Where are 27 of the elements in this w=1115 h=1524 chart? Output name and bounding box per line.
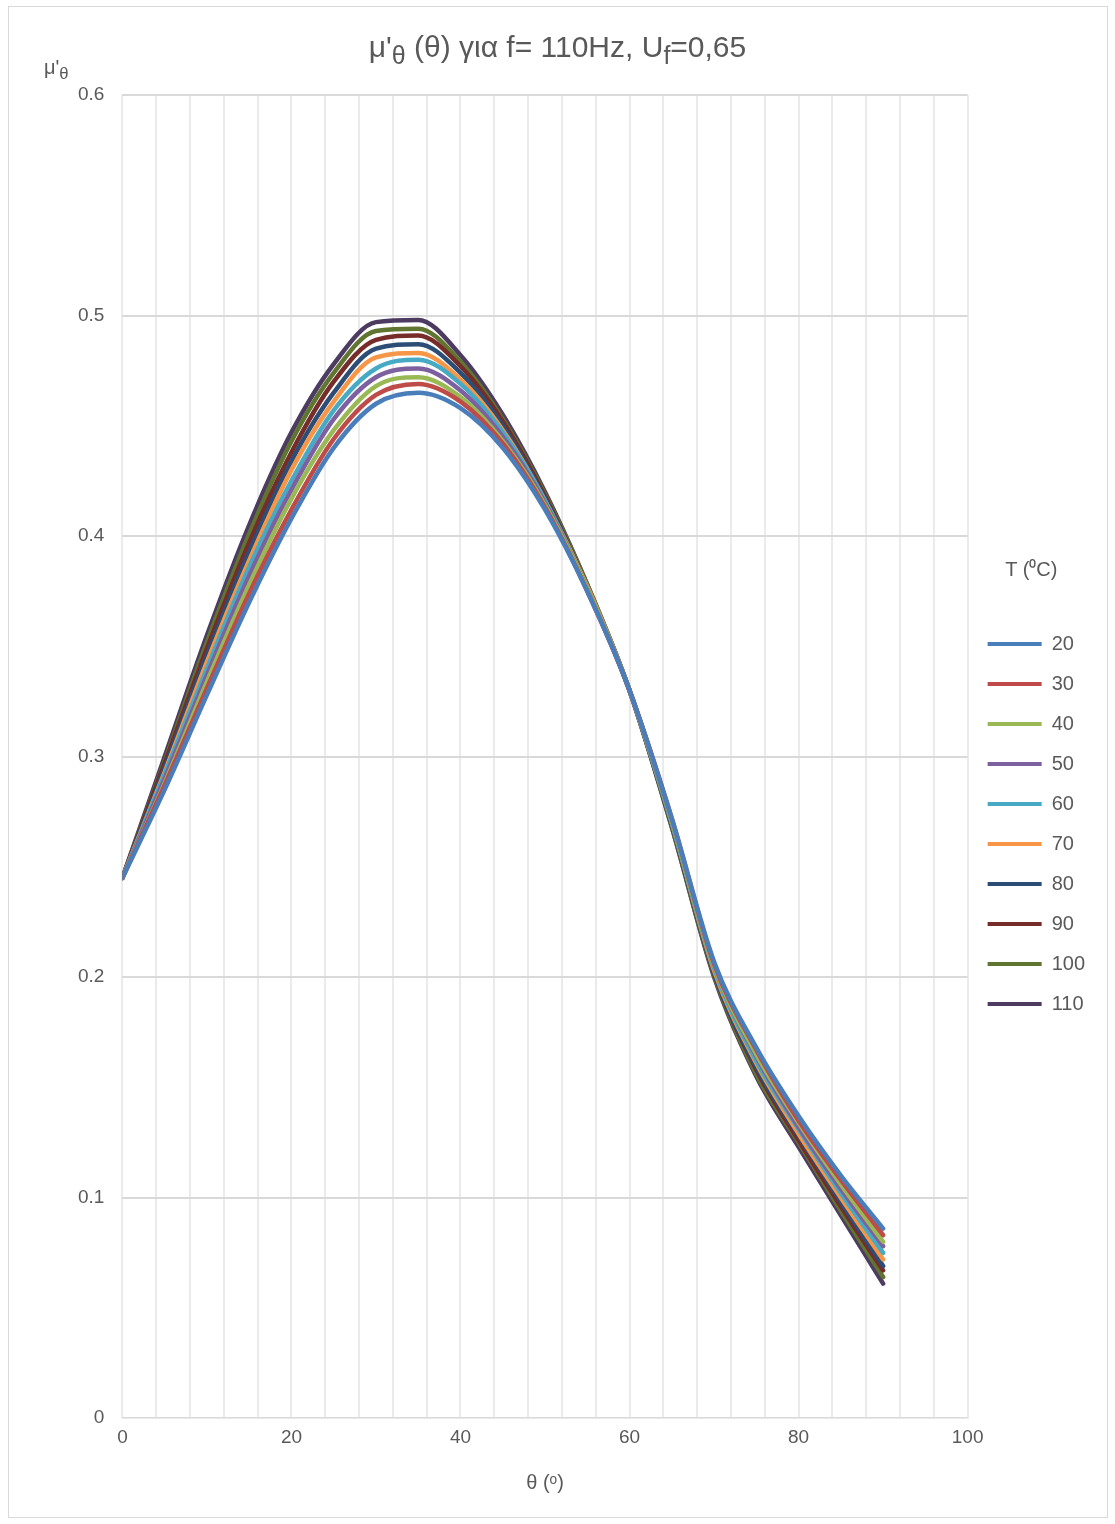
legend-label: 20: [1051, 631, 1074, 654]
legend-label: 110: [1051, 991, 1084, 1014]
y-tick-label: 0.2: [77, 965, 105, 987]
x-tick-label: 0: [117, 1425, 128, 1447]
legend-label: 100: [1051, 951, 1086, 974]
chart-title: μ'$_{θ}$ (θ) για f= 110Hz, U$_{f}$=0,65: [368, 30, 747, 69]
y-tick-label: 0.6: [77, 83, 105, 105]
legend-label: 30: [1051, 671, 1074, 694]
x-tick-label: 40: [449, 1425, 472, 1447]
x-tick-label: 80: [788, 1425, 810, 1447]
legend-label: 70: [1051, 831, 1074, 854]
legend-label: 40: [1051, 711, 1074, 734]
x-tick-label: 100: [951, 1425, 984, 1447]
y-tick-label: 0.3: [77, 744, 105, 766]
y-tick-label: 0.5: [77, 303, 105, 325]
legend-label: 90: [1051, 911, 1074, 934]
legend-title: T (⁰C): [1005, 557, 1058, 580]
legend-label: 60: [1051, 791, 1074, 814]
y-axis-title: μ'$_{θ}$: [44, 56, 69, 84]
y-tick-label: 0: [93, 1406, 105, 1428]
x-axis-title: θ (ᵒ): [526, 1470, 564, 1493]
x-tick-label: 20: [280, 1425, 303, 1447]
y-tick-label: 0.4: [77, 524, 105, 546]
y-tick-label: 0.1: [77, 1185, 105, 1207]
x-tick-label: 60: [618, 1425, 641, 1447]
legend-label: 80: [1051, 871, 1074, 894]
legend-label: 50: [1051, 751, 1074, 774]
